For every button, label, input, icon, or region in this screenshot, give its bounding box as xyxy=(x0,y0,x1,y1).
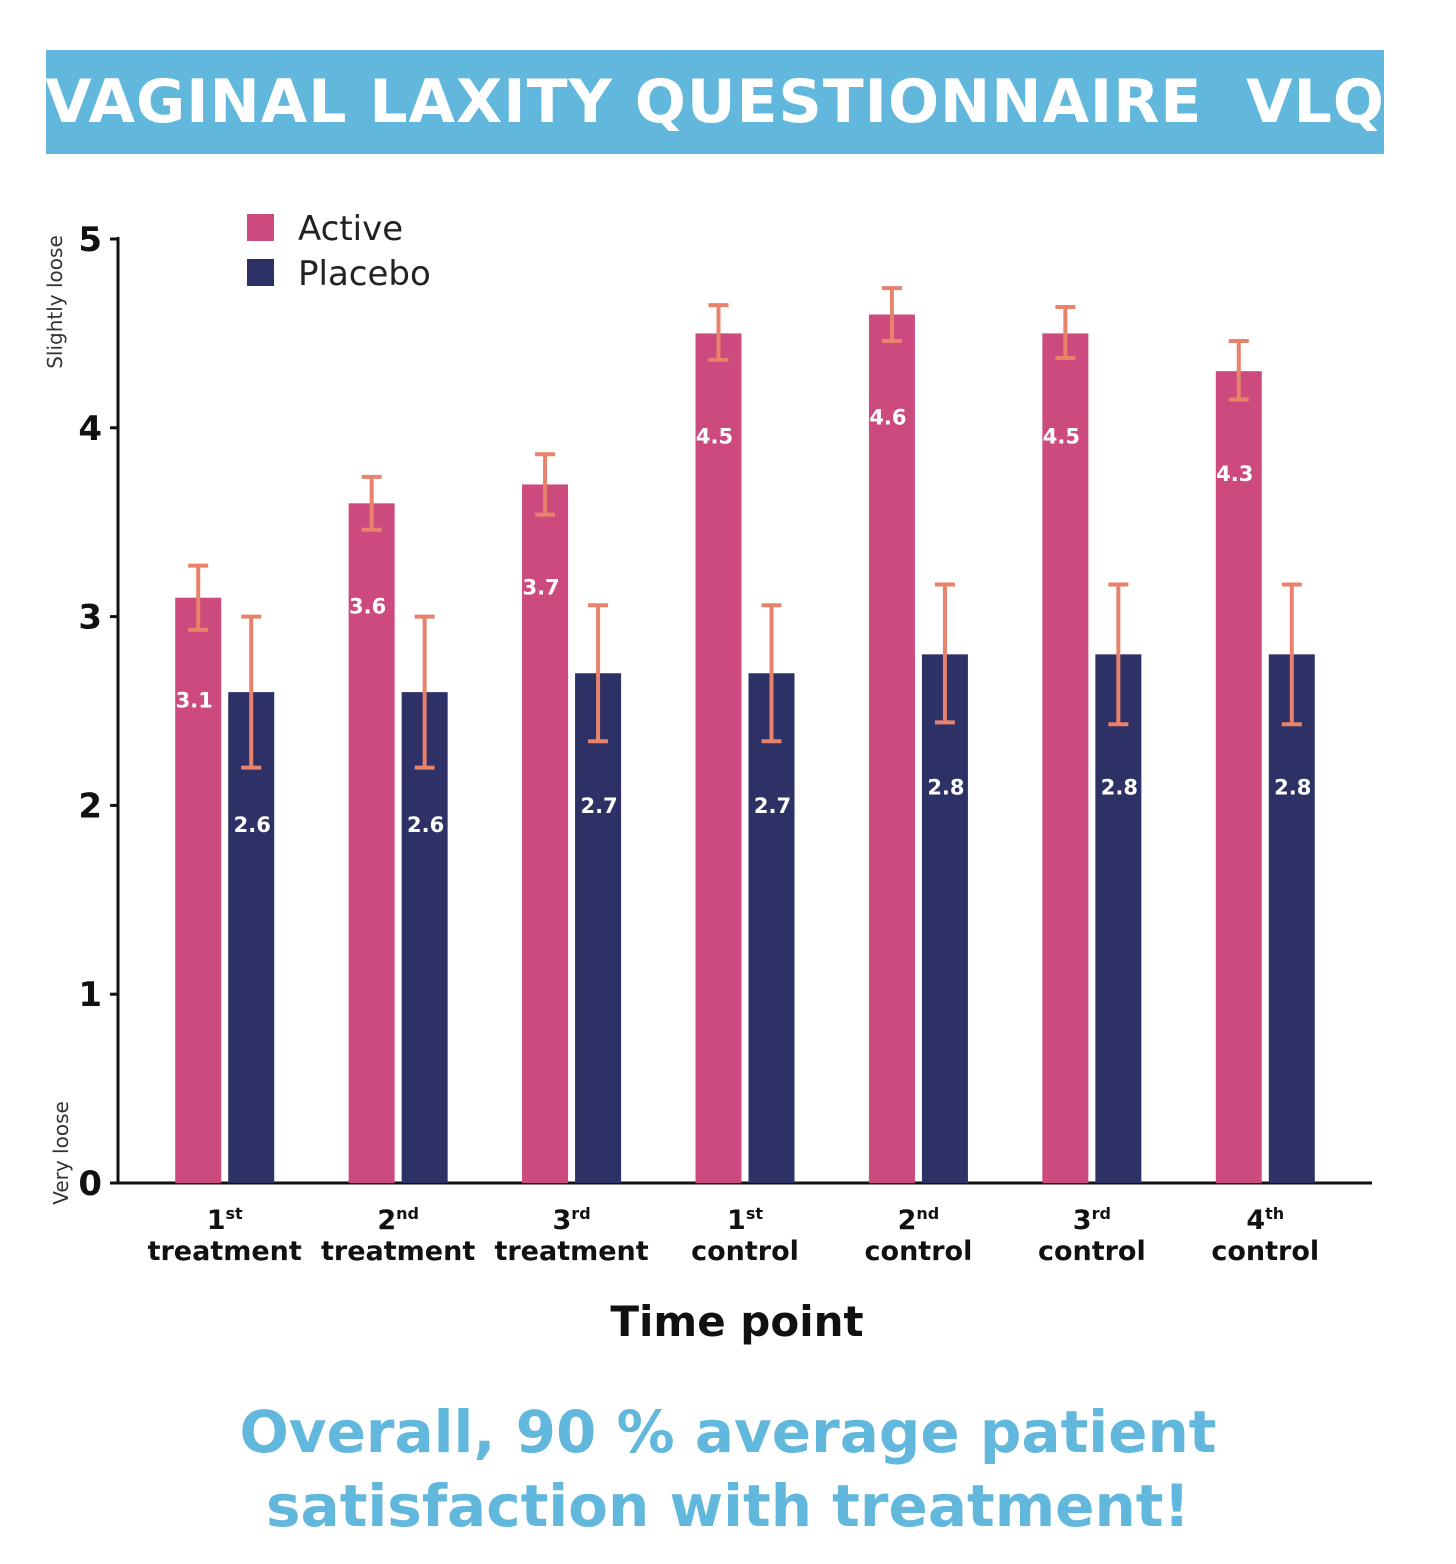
category-number: 1 xyxy=(727,1205,746,1236)
y-tick-label: 3 xyxy=(78,598,102,638)
active-value-label: 4.6 xyxy=(869,406,906,430)
active-bar xyxy=(1215,371,1262,1183)
category-ordinal-suffix: th xyxy=(1265,1204,1284,1223)
active-bar xyxy=(175,597,222,1183)
title-banner: VAGINAL LAXITY QUESTIONNAIRE VLQ xyxy=(45,50,1385,154)
category-number: 1 xyxy=(207,1205,226,1236)
category-number: 4 xyxy=(1246,1205,1265,1236)
active-bar xyxy=(868,314,915,1183)
category-word-label: control xyxy=(865,1236,973,1267)
category-ordinal-suffix: nd xyxy=(916,1204,939,1223)
category-word-label: control xyxy=(1038,1236,1146,1267)
category-ordinal-suffix: nd xyxy=(396,1204,419,1223)
y-tick-label: 1 xyxy=(78,975,102,1015)
category-ordinal-suffix: st xyxy=(226,1204,244,1223)
category-label: 3rd xyxy=(553,1204,591,1236)
y-tick-label: 4 xyxy=(78,409,102,449)
placebo-bar xyxy=(1268,654,1315,1183)
y-annotation-bottom: Very loose xyxy=(49,1101,73,1205)
active-value-label: 4.3 xyxy=(1216,462,1253,486)
category-number: 3 xyxy=(553,1205,572,1236)
legend-swatch-active xyxy=(247,214,274,241)
active-value-label: 3.7 xyxy=(522,575,559,599)
category-number: 3 xyxy=(1073,1205,1092,1236)
placebo-value-label: 2.8 xyxy=(1101,775,1138,799)
bars xyxy=(175,286,1315,1183)
category-word-label: control xyxy=(691,1236,799,1267)
placebo-value-label: 2.8 xyxy=(1274,775,1311,799)
placebo-value-label: 2.7 xyxy=(754,794,791,818)
placebo-bar xyxy=(401,692,448,1183)
category-word-label: treatment xyxy=(494,1236,648,1267)
legend-swatch-placebo xyxy=(247,259,274,286)
legend-label-placebo: Placebo xyxy=(298,254,431,294)
category-ordinal-suffix: st xyxy=(746,1204,764,1223)
category-number: 2 xyxy=(898,1205,917,1236)
y-tick-label: 2 xyxy=(78,786,102,826)
active-bar xyxy=(348,503,395,1183)
placebo-value-label: 2.6 xyxy=(234,813,271,837)
active-value-label: 4.5 xyxy=(1043,424,1080,448)
labels: 3.12.61sttreatment3.62.62ndtreatment3.72… xyxy=(148,406,1320,1346)
active-bar xyxy=(695,333,742,1183)
category-word-label: treatment xyxy=(148,1236,302,1267)
satisfaction-footer: Overall, 90 % average patient satisfacti… xyxy=(0,1395,1456,1543)
y-tick-label: 0 xyxy=(78,1164,102,1204)
axes: 0 1 2 3 4 5 Slightly loose Very loose xyxy=(43,220,1372,1205)
category-word-label: control xyxy=(1211,1236,1319,1267)
category-ordinal-suffix: rd xyxy=(1092,1204,1111,1223)
active-value-label: 4.5 xyxy=(696,424,733,448)
y-tick-label: 5 xyxy=(78,220,102,260)
legend: Active Placebo xyxy=(247,209,431,294)
category-label: 3rd xyxy=(1073,1204,1111,1236)
placebo-value-label: 2.7 xyxy=(580,794,617,818)
footer-line-1: Overall, 90 % average patient xyxy=(239,1398,1217,1466)
active-value-label: 3.6 xyxy=(349,594,386,618)
category-label: 1st xyxy=(727,1204,763,1236)
active-bar xyxy=(1042,333,1089,1183)
legend-label-active: Active xyxy=(298,209,403,249)
category-number: 2 xyxy=(377,1205,396,1236)
y-annotation-top: Slightly loose xyxy=(43,235,67,369)
active-value-label: 3.1 xyxy=(176,689,213,713)
category-ordinal-suffix: rd xyxy=(571,1204,590,1223)
chart-title: VAGINAL LAXITY QUESTIONNAIRE VLQ xyxy=(45,67,1385,137)
placebo-bar xyxy=(1095,654,1142,1183)
placebo-value-label: 2.8 xyxy=(927,775,964,799)
placebo-bar xyxy=(748,673,795,1183)
placebo-bar xyxy=(921,654,968,1183)
placebo-value-label: 2.6 xyxy=(407,813,444,837)
active-bar xyxy=(522,484,569,1183)
placebo-bar xyxy=(228,692,275,1183)
x-axis-title: Time point xyxy=(610,1297,863,1346)
category-label: 1st xyxy=(207,1204,243,1236)
placebo-bar xyxy=(575,673,622,1183)
category-label: 4th xyxy=(1246,1204,1284,1236)
footer-line-2: satisfaction with treatment! xyxy=(266,1472,1190,1540)
category-word-label: treatment xyxy=(321,1236,475,1267)
category-label: 2nd xyxy=(377,1204,419,1236)
category-label: 2nd xyxy=(898,1204,940,1236)
